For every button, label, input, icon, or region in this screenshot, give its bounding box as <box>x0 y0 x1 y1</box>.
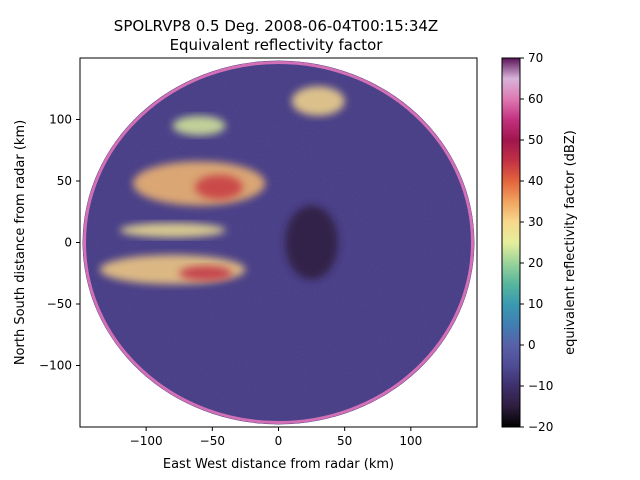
colorbar: −20 −10 0 10 20 30 40 50 60 70 equivalent reflect… <box>501 51 578 434</box>
colorbar-tick-label: 60 <box>528 92 543 106</box>
colorbar-tick-label: −10 <box>528 379 553 393</box>
reflectivity-region-5 <box>179 265 233 281</box>
colorbar-tick-label: 20 <box>528 256 543 270</box>
colorbar-tick-label: 0 <box>528 338 536 352</box>
reflectivity-region-2 <box>291 86 345 116</box>
colorbar-tick-label: 10 <box>528 297 543 311</box>
colorbar-tick-label: −20 <box>528 420 553 434</box>
x-tick-label: 100 <box>399 434 422 448</box>
reflectivity-region-6 <box>172 115 226 136</box>
colorbar-tick-label: 30 <box>528 215 543 229</box>
plot-area: −100 −50 0 50 100 −100 −50 0 50 100 <box>39 57 478 448</box>
y-tick-label: 0 <box>64 236 72 250</box>
colorbar-tick-label: 40 <box>528 174 543 188</box>
x-tick-label: −100 <box>130 434 163 448</box>
y-ticks: −100 −50 0 50 100 <box>39 113 80 373</box>
x-tick-label: 50 <box>337 434 352 448</box>
chart-subtitle: Equivalent reflectivity factor <box>170 36 384 54</box>
x-axis-label: East West distance from radar (km) <box>163 457 394 472</box>
y-tick-label: −100 <box>39 359 72 373</box>
chart-title: SPOLRVP8 0.5 Deg. 2008-06-04T00:15:34Z <box>114 17 438 35</box>
colorbar-tick-label: 70 <box>528 51 543 65</box>
colorbar-label: equivalent reflectivity factor (dBZ) <box>563 130 578 355</box>
colorbar-tick-label: 50 <box>528 133 543 147</box>
reflectivity-region-1 <box>195 174 243 200</box>
range-ring <box>83 61 474 424</box>
reflectivity-regions <box>99 86 345 285</box>
reflectivity-region-3 <box>119 222 226 238</box>
y-tick-label: 100 <box>49 113 72 127</box>
x-ticks: −100 −50 0 50 100 <box>130 427 422 448</box>
x-tick-label: −50 <box>200 434 225 448</box>
y-tick-label: −50 <box>47 297 72 311</box>
reflectivity-region-7 <box>285 205 339 280</box>
colorbar-ticks: −20 −10 0 10 20 30 40 50 60 70 <box>520 51 553 434</box>
y-axis-label: North South distance from radar (km) <box>13 120 28 365</box>
y-tick-label: 50 <box>57 174 72 188</box>
x-tick-label: 0 <box>275 434 283 448</box>
